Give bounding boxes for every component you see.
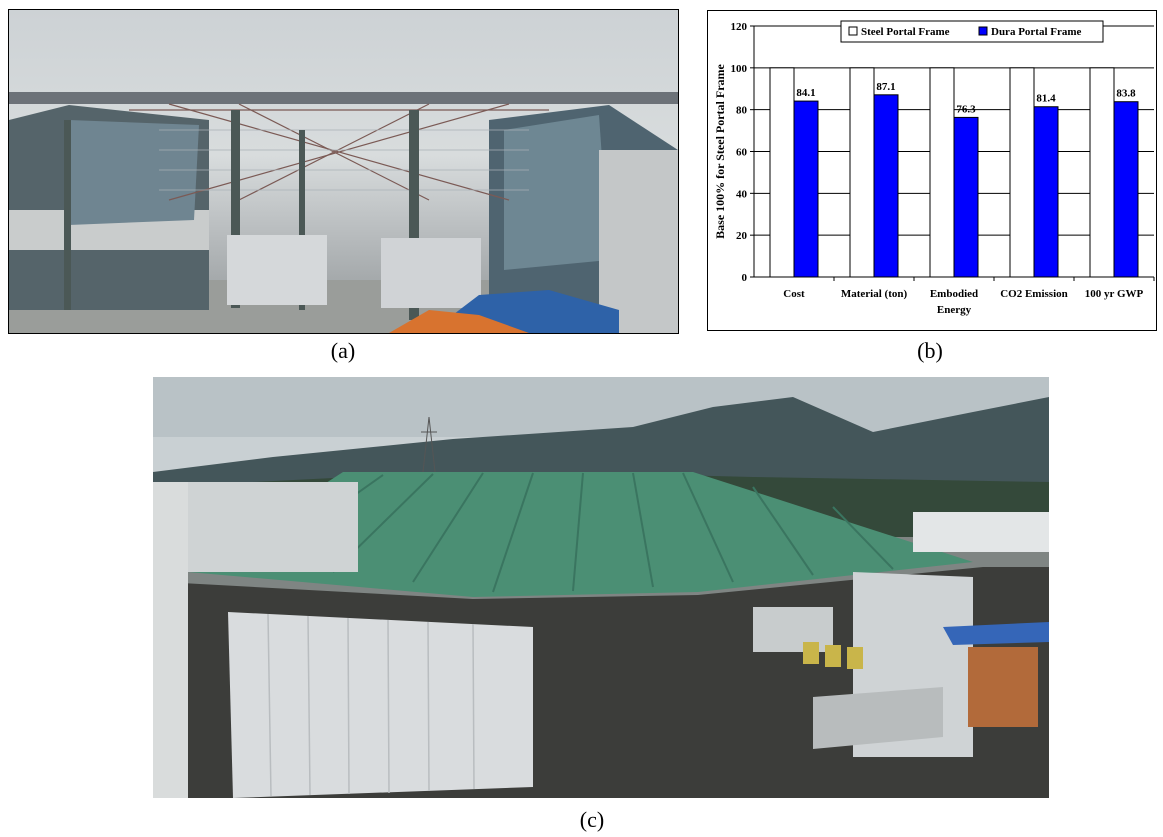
chart-svg: 0 20 40 60 80 100 120 Cost 84.1 Material (ton) 87.… [713,20,1155,316]
photo-a-illustration [9,92,678,333]
bar-steel [1089,67,1115,278]
legend-label-dura: Dura Portal Frame [991,26,1082,38]
x-tick-label: Embodied [930,288,978,300]
x-tick-label: CO2 Emission [1000,288,1068,300]
x-tick-label: Energy [937,304,972,316]
bar-steel [1009,67,1035,278]
caption-a: (a) [330,338,356,363]
y-tick-label: 120 [731,21,748,33]
y-tick-label: 100 [731,63,748,75]
legend-box [840,20,1104,43]
y-tick-label: 60 [736,147,748,159]
labels: 0 20 40 60 80 100 120 Cost 84.1 Material (ton) 87.… [713,21,1144,316]
caption-c: (c) [579,807,605,832]
legend: Steel Portal Frame Dura Portal Frame [840,20,1104,43]
y-tick-label: 20 [736,230,748,242]
data-label: 81.4 [1036,93,1056,105]
data-label: 87.1 [876,81,895,93]
bar-dura [873,94,899,278]
photo-c-portal-frame-panorama [153,377,1049,798]
bar-dura [953,116,979,278]
bars [769,67,1139,278]
data-label: 84.1 [796,87,815,99]
legend-swatch-steel [848,26,858,36]
y-axis-label: Base 100% for Steel Portal Frame [713,63,727,238]
bar-dura [793,100,819,278]
photo-a-portal-frame-interior [8,9,679,334]
bar-steel [849,67,875,278]
x-tick-label: Material (ton) [841,288,908,300]
bar-steel [929,67,955,278]
axes [750,25,1155,281]
y-tick-label: 40 [736,188,748,200]
legend-swatch-dura [978,26,988,36]
x-tick-label: 100 yr GWP [1085,288,1144,300]
caption-b: (b) [917,338,943,363]
data-label: 76.3 [956,103,976,115]
x-tick-label: Cost [783,288,805,300]
legend-label-steel: Steel Portal Frame [861,26,950,38]
photo-c-illustration [153,377,1049,798]
bar-dura [1113,101,1139,278]
data-label: 83.8 [1116,88,1136,100]
y-tick-label: 0 [742,272,748,284]
bar-dura [1033,106,1059,278]
y-tick-label: 80 [736,105,748,117]
bar-steel [769,67,795,278]
chart-b: 0 20 40 60 80 100 120 Cost 84.1 Material (ton) 87.… [707,10,1157,331]
